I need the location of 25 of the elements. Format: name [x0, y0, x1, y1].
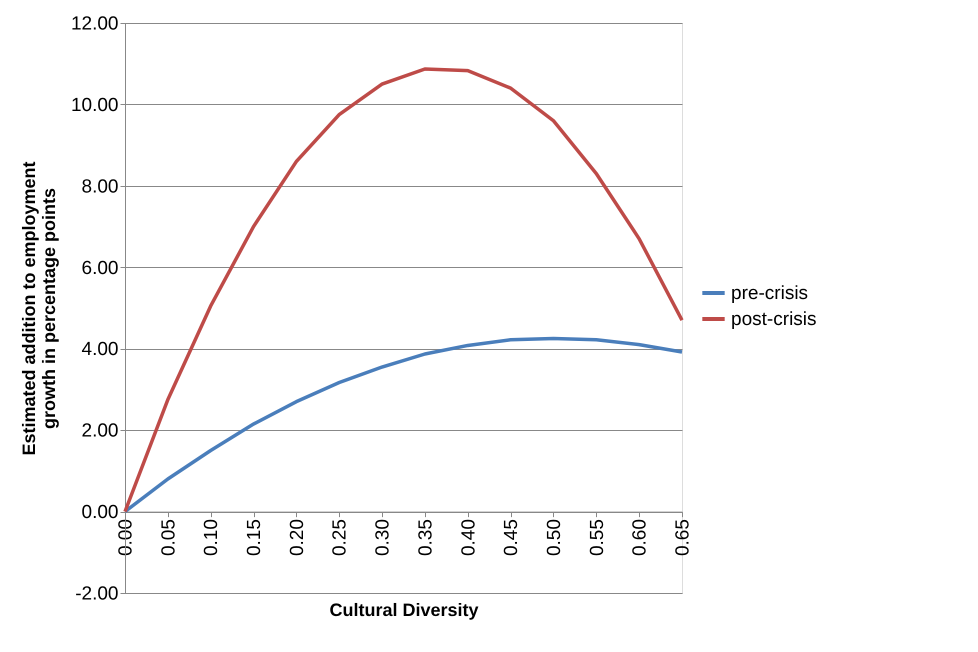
y-axis-title: Estimated addition to employment growth in percentage points — [18, 161, 59, 456]
y-tick-label: 0.00 — [82, 502, 118, 524]
x-tick-label: 0.05 — [158, 519, 180, 556]
x-tick-label: 0.20 — [286, 519, 308, 556]
y-tick-label: 4.00 — [82, 339, 118, 360]
x-tick-label: 0.25 — [330, 519, 351, 556]
x-tick-label: 0.45 — [501, 519, 522, 556]
x-tick-label: 0.65 — [672, 519, 694, 556]
y-tick-label: 10.00 — [70, 94, 118, 116]
x-tick-label: 0.35 — [415, 519, 436, 556]
y-tick-label: 6.00 — [82, 258, 118, 279]
x-tick-label: 0.55 — [586, 519, 608, 556]
y-tick-label: 2.00 — [82, 420, 118, 442]
legend-label: post-crisis — [731, 309, 817, 330]
x-tick-label: 0.50 — [544, 519, 565, 556]
x-tick-label: 0.40 — [458, 519, 480, 556]
y-tick-label: 12.00 — [70, 14, 118, 34]
x-tick-label: 0.10 — [201, 519, 222, 556]
x-tick-label: 0.60 — [630, 519, 651, 556]
y-tick-label: -2.00 — [75, 584, 118, 604]
x-tick-label: 0.30 — [372, 519, 394, 556]
legend-label: pre-crisis — [731, 283, 808, 304]
x-axis-title: Cultural Diversity — [329, 600, 479, 620]
x-tick-label: 0.15 — [244, 519, 266, 556]
y-tick-label: 8.00 — [82, 176, 118, 198]
